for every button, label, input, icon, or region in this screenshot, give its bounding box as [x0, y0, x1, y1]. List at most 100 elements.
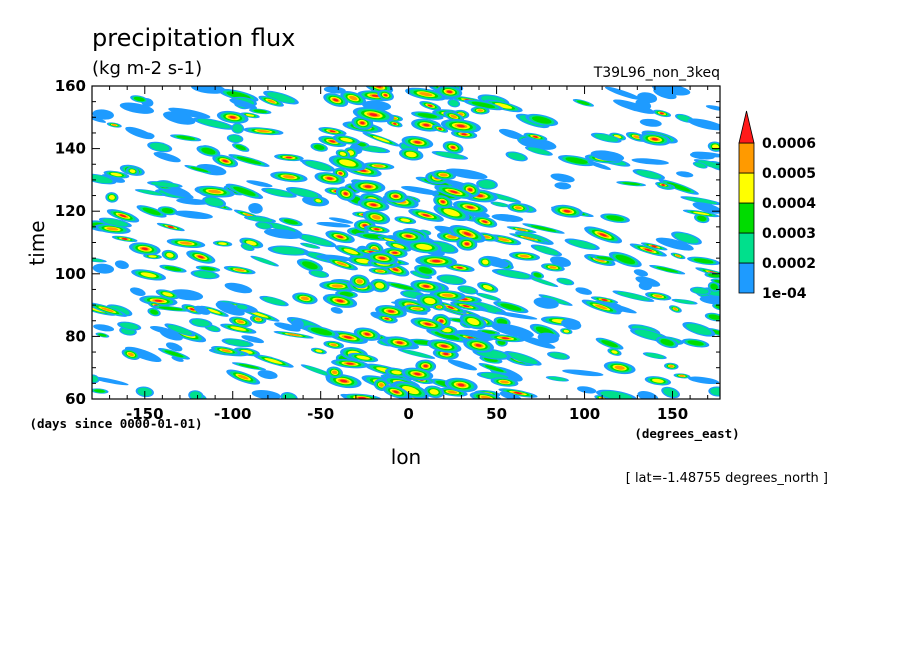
precip-feature — [121, 348, 141, 360]
contour-fill — [125, 126, 154, 140]
contour-fill — [577, 100, 590, 106]
precip-feature — [476, 178, 498, 190]
contour-fill — [283, 219, 298, 225]
y-tick-label: 160 — [55, 77, 86, 95]
precip-feature — [291, 318, 304, 330]
precip-feature — [498, 388, 538, 398]
precip-feature — [495, 311, 538, 320]
precip-feature — [258, 95, 284, 107]
precip-feature — [655, 181, 672, 189]
contour-fill — [106, 227, 119, 231]
contour-fill — [138, 189, 163, 196]
precip-feature — [682, 209, 720, 218]
precip-feature — [384, 189, 408, 203]
precip-feature — [106, 304, 133, 317]
precip-feature — [397, 348, 436, 359]
contour-fill — [343, 248, 359, 255]
precip-feature — [642, 352, 667, 360]
precip-feature — [670, 252, 686, 260]
contour-fill — [378, 382, 384, 387]
precipitation-field — [92, 86, 720, 399]
precip-feature — [131, 269, 167, 281]
contour-fill — [302, 261, 318, 270]
contour-fill — [617, 291, 650, 301]
precip-feature — [171, 356, 184, 362]
contour-fill — [315, 198, 322, 203]
precip-feature — [436, 86, 463, 99]
precip-feature — [231, 123, 245, 134]
contour-fill — [164, 350, 184, 358]
precip-feature — [638, 281, 653, 291]
precip-feature — [687, 256, 720, 266]
precip-feature — [523, 132, 548, 141]
precip-feature — [689, 286, 711, 295]
contour-fill — [587, 161, 611, 170]
precip-feature — [147, 307, 161, 317]
precip-feature — [562, 369, 604, 377]
precip-feature — [490, 377, 519, 387]
contour-fill — [462, 304, 470, 308]
x-axis-label: lon — [391, 445, 421, 469]
contour-fill — [699, 295, 720, 305]
contour-fill — [383, 94, 388, 97]
contour-fill — [343, 192, 348, 196]
contour-fill — [237, 374, 249, 380]
precip-feature — [225, 183, 264, 199]
contour-fill — [302, 243, 319, 249]
contour-fill — [501, 337, 510, 340]
contour-fill — [274, 322, 301, 332]
contour-fill — [496, 318, 508, 325]
precip-feature — [560, 328, 573, 335]
contour-fill — [446, 90, 453, 94]
contour-fill — [447, 359, 478, 371]
contour-fill — [669, 365, 674, 368]
precip-feature — [262, 221, 300, 234]
contour-fill — [482, 259, 489, 265]
contour-fill — [356, 258, 370, 264]
precip-feature — [613, 99, 655, 114]
contour-fill — [470, 302, 503, 314]
colorbar: 1e-04 0.0002 0.0003 0.0004 0.0005 0.0006 — [738, 110, 816, 302]
contour-fill — [417, 113, 438, 119]
contour-fill — [250, 311, 269, 318]
colorbar-label: 0.0003 — [762, 226, 816, 242]
precip-feature — [384, 367, 409, 377]
contour-fill — [191, 86, 226, 94]
contour-fill — [370, 203, 377, 207]
contour-fill — [163, 111, 196, 125]
precip-feature — [386, 120, 403, 128]
contour-fill — [568, 239, 596, 249]
x-tick-label: -150 — [126, 405, 164, 423]
contour-fill — [221, 349, 231, 353]
contour-fill — [369, 113, 378, 117]
contour-fill — [237, 304, 248, 310]
contour-fill — [299, 234, 332, 246]
contour-fill — [600, 391, 633, 399]
precip-feature — [332, 134, 361, 145]
precip-feature — [402, 304, 431, 313]
contour-fill — [326, 177, 333, 180]
contour-fill — [148, 255, 157, 258]
precip-feature — [246, 180, 273, 188]
contour-fill — [673, 307, 678, 311]
contour-fill — [328, 217, 354, 224]
contour-fill — [141, 247, 148, 251]
contour-fill — [666, 182, 691, 192]
colorbar-label: 0.0002 — [762, 256, 816, 272]
precip-feature — [486, 334, 525, 343]
contour-fill — [316, 221, 351, 228]
contour-fill — [218, 242, 227, 245]
precip-feature — [547, 351, 570, 360]
contour-fill — [264, 357, 283, 365]
precip-feature — [600, 213, 630, 223]
contour-fill — [343, 335, 353, 339]
contour-fill — [508, 352, 538, 364]
precip-feature — [490, 201, 510, 208]
contour-fill — [100, 307, 114, 313]
contour-fill — [109, 305, 130, 315]
precip-feature — [228, 154, 270, 167]
contour-fill — [253, 109, 267, 113]
precip-feature — [504, 351, 542, 366]
contour-fill — [463, 232, 472, 236]
contour-fill — [234, 268, 245, 272]
